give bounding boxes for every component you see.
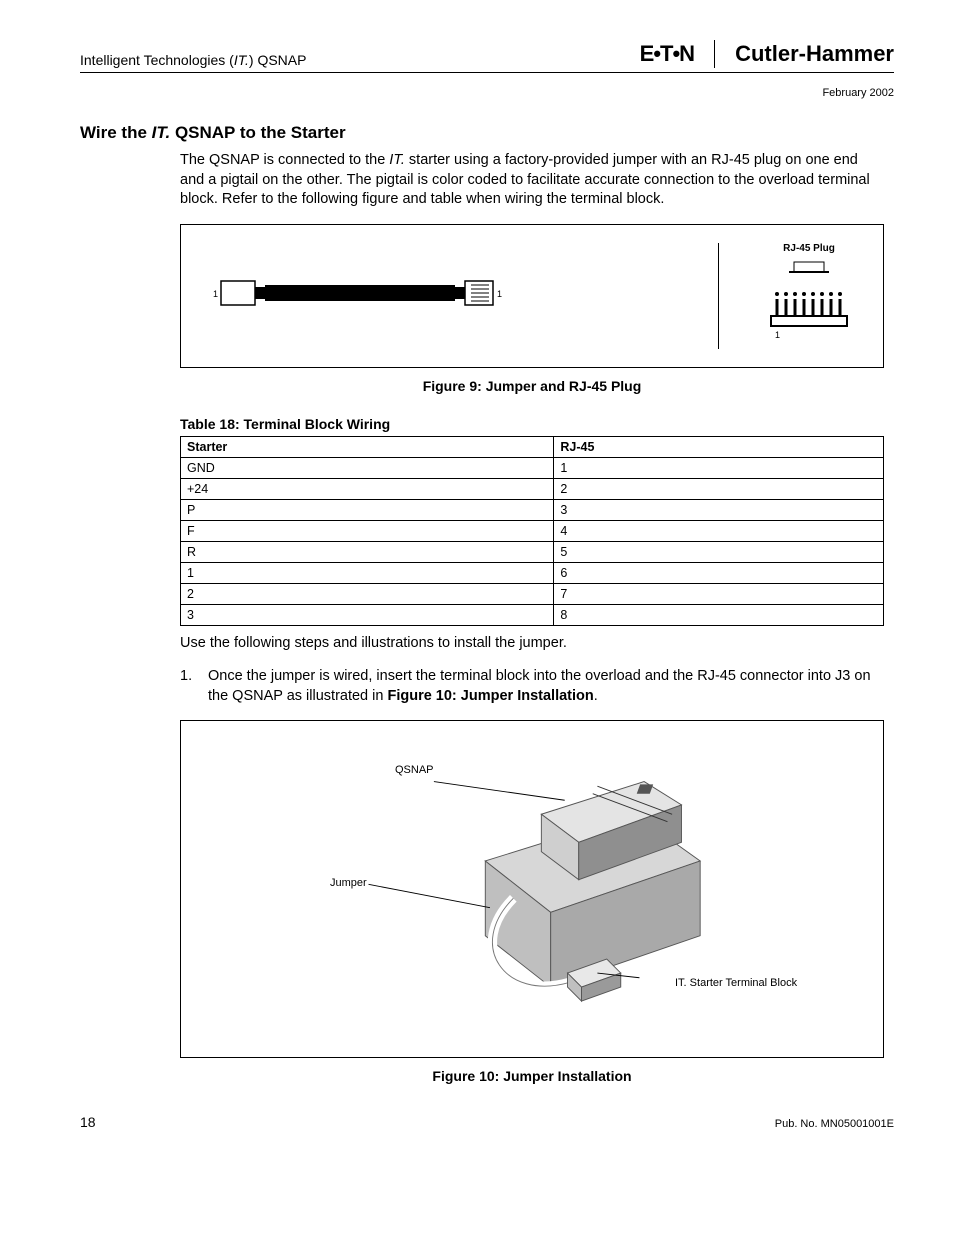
table-row: F4 [181,520,884,541]
jumper-diagram: 1 1 [205,263,678,328]
fig10-terminal-italic: IT. [675,977,687,989]
cell-starter: 1 [181,562,554,583]
cell-starter: P [181,499,554,520]
step-1-c: . [594,688,598,704]
steps-lead: Use the following steps and illustration… [180,634,884,654]
cell-starter: F [181,520,554,541]
table-row: R5 [181,541,884,562]
cell-starter: GND [181,457,554,478]
rj45-label: RJ-45 Plug [759,243,859,254]
intro-part1: The QSNAP is connected to the [180,152,389,168]
header-doc-title: Intelligent Technologies (IT.) QSNAP [80,52,306,68]
rj45-diagram-col: RJ-45 Plug [718,243,859,349]
col-rj45: RJ-45 [554,436,884,457]
fig9-left-1: 1 [213,289,218,299]
step-1-figref: Figure 10: Jumper Installation [387,688,593,704]
fig9-bottom-1: 1 [775,330,780,340]
doc-date: February 2002 [80,87,894,99]
cell-rj45: 1 [554,457,884,478]
figure-10-diagram [205,739,859,1039]
intro-italic: IT. [389,152,405,168]
intro-paragraph: The QSNAP is connected to the IT. starte… [180,151,884,210]
col-starter: Starter [181,436,554,457]
step-1-number: 1. [180,667,208,706]
cell-rj45: 3 [554,499,884,520]
cell-starter: +24 [181,478,554,499]
publication-number: Pub. No. MN05001001E [775,1118,894,1130]
fig10-terminal-rest: Starter Terminal Block [687,977,797,989]
table-row: P3 [181,499,884,520]
header-suffix: ) QSNAP [249,52,307,68]
cell-rj45: 2 [554,478,884,499]
brand-divider [714,40,715,68]
cell-rj45: 4 [554,520,884,541]
cell-rj45: 5 [554,541,884,562]
table-row: GND1 [181,457,884,478]
step-1-text: Once the jumper is wired, insert the ter… [208,667,884,706]
fig10-label-terminal: IT. Starter Terminal Block [675,977,797,989]
cutler-hammer-logo: Cutler-Hammer [735,41,894,67]
eaton-logo: E•T•N [640,41,694,67]
cell-starter: 3 [181,604,554,625]
rj45-diagram: 1 [759,254,859,344]
header-brand: E•T•N Cutler-Hammer [640,40,894,68]
figure-10-box: QSNAP Jumper IT. Starter Terminal Block [180,720,884,1058]
fig9-right-1: 1 [497,289,502,299]
fig10-label-qsnap: QSNAP [395,764,434,776]
header-italic: IT. [234,52,249,68]
cell-rj45: 7 [554,583,884,604]
cell-rj45: 8 [554,604,884,625]
step-1: 1. Once the jumper is wired, insert the … [180,667,884,706]
fig10-label-jumper: Jumper [330,877,367,889]
figure-9-caption: Figure 9: Jumper and RJ-45 Plug [180,378,884,394]
header-prefix: Intelligent Technologies ( [80,52,234,68]
cell-starter: R [181,541,554,562]
figure-10-caption: Figure 10: Jumper Installation [180,1068,884,1084]
figure-9-box: 1 1 [180,224,884,368]
table-row: 16 [181,562,884,583]
table-row: +242 [181,478,884,499]
table-row: 38 [181,604,884,625]
cell-starter: 2 [181,583,554,604]
page-number: 18 [80,1114,96,1130]
heading-prefix: Wire the [80,123,152,142]
heading-suffix: QSNAP to the Starter [170,123,345,142]
cell-rj45: 6 [554,562,884,583]
heading-italic: IT. [152,123,171,142]
table-18-caption: Table 18: Terminal Block Wiring [180,416,884,432]
table-row: 27 [181,583,884,604]
terminal-block-wiring-table: Starter RJ-45 GND1 +242 P3 F4 R5 16 27 3… [180,436,884,626]
section-heading: Wire the IT. QSNAP to the Starter [80,123,894,143]
